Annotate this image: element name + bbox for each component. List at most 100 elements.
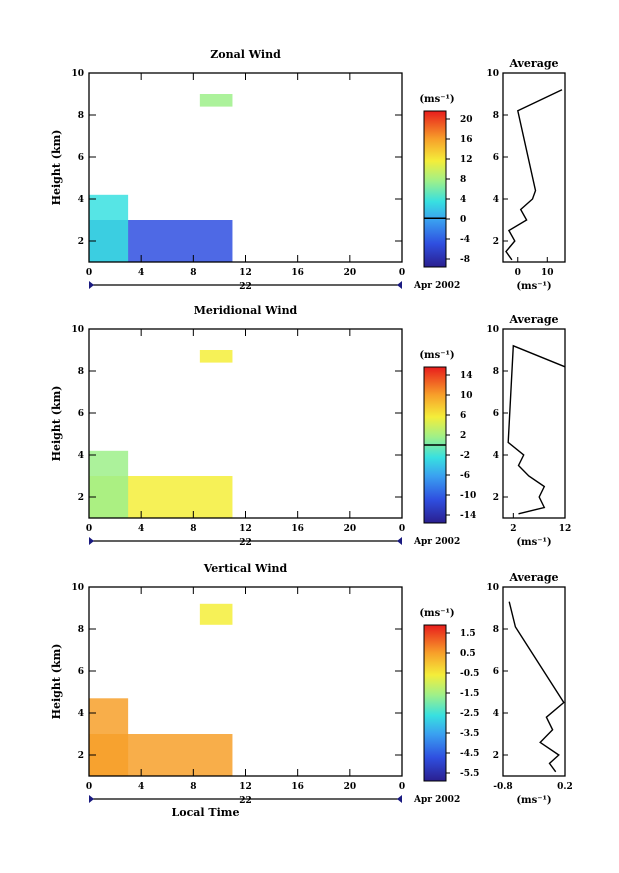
month-label: Apr 2002: [413, 795, 460, 805]
colorbar-tick-label: -10: [460, 491, 476, 501]
month-label: Apr 2002: [413, 281, 460, 291]
average-y-tick-label: 4: [493, 195, 499, 205]
y-tick-label: 8: [78, 111, 84, 121]
colorbar-tick-label: 14: [460, 371, 473, 381]
average-profile-line: [508, 601, 565, 773]
y-tick-label: 2: [78, 493, 84, 503]
date-label: 22: [239, 538, 252, 548]
average-y-tick-label: 4: [493, 709, 499, 719]
colorbar-tick-label: -0.5: [460, 669, 479, 679]
x-tick-label: 20: [344, 268, 357, 278]
panel-title: Vertical Wind: [203, 562, 288, 575]
average-y-tick-label: 6: [493, 667, 499, 677]
average-y-tick-label: 2: [493, 493, 499, 503]
y-tick-label: 6: [78, 153, 84, 163]
panel-1: Meridional Wind 0 4 8 12 16 20 0 2 4 6 8 10 Height (k…: [50, 304, 571, 548]
average-frame: [502, 586, 566, 777]
average-y-tick-label: 6: [493, 153, 499, 163]
y-tick-label: 10: [71, 325, 84, 335]
colorbar-tick-label: 0.5: [460, 649, 476, 659]
average-x-tick-label: 12: [559, 524, 572, 534]
data-block: [89, 450, 129, 518]
y-tick-label: 10: [71, 583, 84, 593]
y-tick-label: 6: [78, 667, 84, 677]
average-y-tick-label: 8: [493, 367, 499, 377]
x-tick-label: 0: [86, 268, 92, 278]
colorbar-tick-label: -3.5: [460, 729, 479, 739]
panel-2: Vertical Wind 0 4 8 12 16 20 0 2 4 6 8 10 Height (km)…: [50, 562, 573, 819]
y-tick-label: 2: [78, 237, 84, 247]
colorbar-tick-label: 12: [460, 155, 473, 165]
data-block: [199, 603, 233, 625]
y-tick-label: 4: [78, 451, 84, 461]
date-axis-marker: [89, 537, 94, 545]
date-label: 22: [239, 282, 252, 292]
average-x-label: (ms⁻¹): [516, 795, 551, 806]
average-y-tick-label: 2: [493, 751, 499, 761]
colorbar-tick-label: 8: [460, 175, 466, 185]
average-y-tick-label: 8: [493, 625, 499, 635]
x-tick-label: 20: [344, 782, 357, 792]
colorbar-unit: (ms⁻¹): [419, 350, 454, 361]
x-tick-label: 8: [190, 268, 196, 278]
x-axis-label: Local Time: [172, 806, 240, 819]
average-y-tick-label: 2: [493, 237, 499, 247]
data-block: [199, 350, 233, 363]
colorbar-unit: (ms⁻¹): [419, 608, 454, 619]
colorbar-tick-label: 6: [460, 411, 466, 421]
colorbar-tick-label: 4: [460, 195, 466, 205]
y-tick-label: 4: [78, 709, 84, 719]
average-y-tick-label: 6: [493, 409, 499, 419]
date-axis-marker: [397, 537, 402, 545]
average-x-label: (ms⁻¹): [516, 281, 551, 292]
y-axis-label: Height (km): [50, 386, 63, 462]
colorbar-tick-label: -6: [460, 471, 470, 481]
y-tick-label: 8: [78, 625, 84, 635]
y-axis-label: Height (km): [50, 130, 63, 206]
y-tick-label: 10: [71, 69, 84, 79]
date-axis-marker: [397, 281, 402, 289]
x-tick-label: 12: [239, 268, 252, 278]
average-profile-line: [507, 344, 566, 515]
x-tick-label: 16: [291, 268, 304, 278]
average-frame: [502, 72, 566, 263]
month-label: Apr 2002: [413, 537, 460, 547]
colorbar-tick-label: -4.5: [460, 749, 479, 759]
x-tick-label: 16: [291, 524, 304, 534]
colorbar-tick-label: 20: [460, 115, 473, 125]
x-tick-label: 8: [190, 782, 196, 792]
colorbar-tick-label: 2: [460, 431, 466, 441]
date-axis-marker: [89, 795, 94, 803]
y-tick-label: 4: [78, 195, 84, 205]
average-y-tick-label: 8: [493, 111, 499, 121]
average-y-tick-label: 10: [486, 69, 499, 79]
colorbar-tick-label: 0: [460, 215, 466, 225]
average-x-tick-label: -0.8: [493, 782, 512, 792]
colorbar-tick-label: -2: [460, 451, 470, 461]
x-tick-label: 4: [138, 268, 144, 278]
colorbar-tick-label: -14: [460, 511, 476, 521]
x-tick-label: 0: [399, 268, 405, 278]
x-tick-label: 12: [239, 782, 252, 792]
colorbar-tick-label: 10: [460, 391, 473, 401]
x-tick-label: 12: [239, 524, 252, 534]
x-tick-label: 4: [138, 782, 144, 792]
date-label: 22: [239, 796, 252, 806]
data-block: [89, 194, 129, 262]
average-profile-line: [505, 89, 563, 261]
data-block: [199, 94, 233, 107]
x-tick-label: 16: [291, 782, 304, 792]
colorbar-tick-label: 1.5: [460, 629, 476, 639]
average-title: Average: [508, 313, 558, 326]
x-tick-label: 20: [344, 524, 357, 534]
average-y-tick-label: 10: [486, 583, 499, 593]
average-title: Average: [508, 57, 558, 70]
colorbar-gradient: [423, 110, 447, 268]
y-axis-label: Height (km): [50, 644, 63, 720]
average-x-tick-label: 0.2: [557, 782, 573, 792]
average-x-tick-label: 2: [510, 524, 516, 534]
x-tick-label: 0: [399, 524, 405, 534]
x-tick-label: 4: [138, 524, 144, 534]
